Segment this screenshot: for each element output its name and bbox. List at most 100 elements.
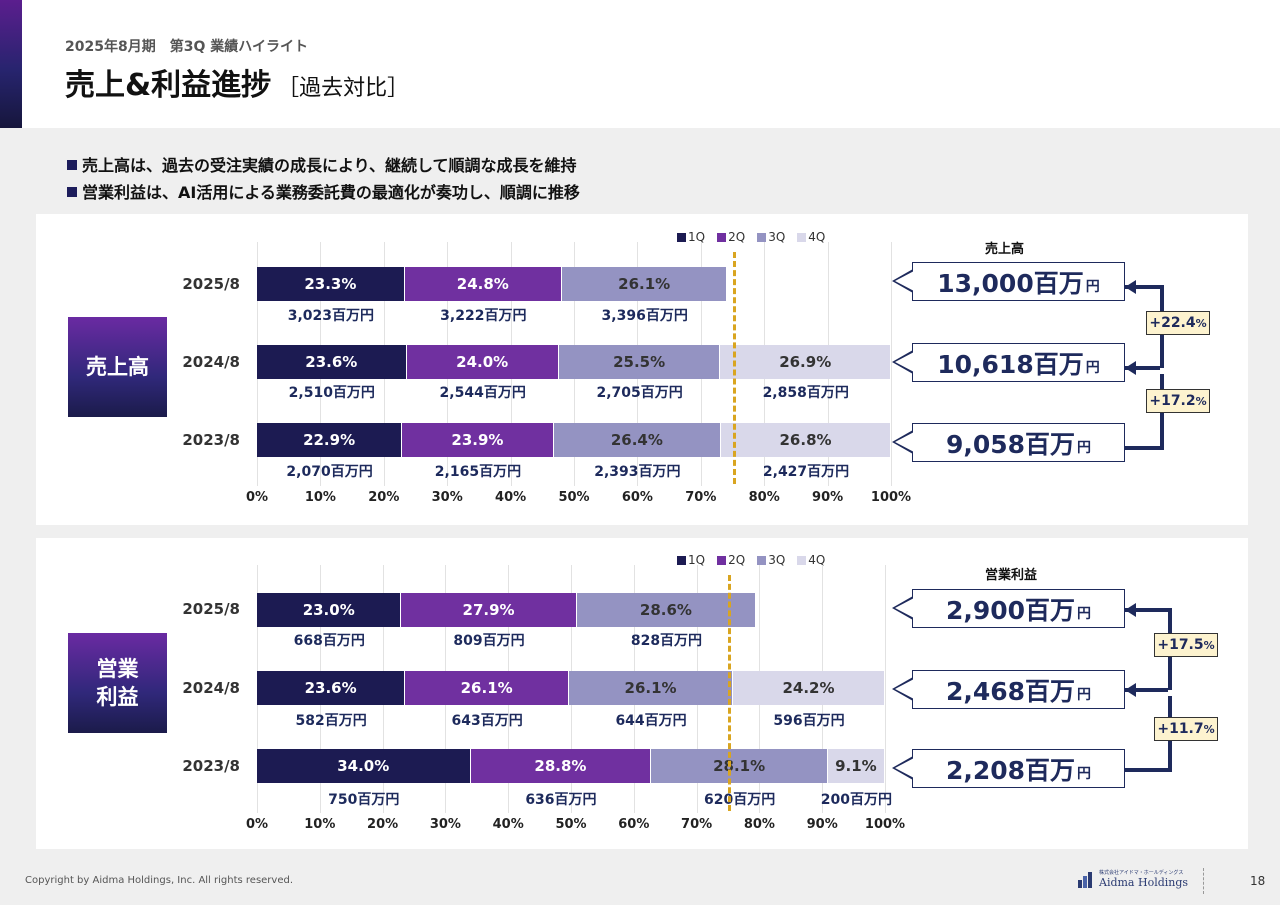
bracket-arm xyxy=(1125,285,1160,289)
slide-title: 売上&利益進捗 ［過去対比］ xyxy=(65,60,409,104)
growth-value: +22.4 xyxy=(1149,315,1196,331)
legend-label: 3Q xyxy=(768,230,786,244)
panel-label: 営業 利益 xyxy=(68,633,167,733)
total-unit: 円 xyxy=(1077,686,1092,703)
legend-swatch xyxy=(797,232,807,242)
segment-amount-label: 3,222百万円 xyxy=(440,308,527,324)
growth-arrowhead xyxy=(1125,603,1136,617)
legend-label: 4Q xyxy=(808,553,826,567)
logo-subtext: 株式会社アイドマ・ホールディングス xyxy=(1099,870,1184,876)
bar-segment: 23.6% xyxy=(257,671,406,705)
bar-segment: 24.2% xyxy=(733,671,885,705)
bar-segment: 24.8% xyxy=(404,267,562,301)
x-tick-label: 50% xyxy=(558,490,590,505)
segment-amount-label: 2,070百万円 xyxy=(286,464,373,480)
legend-label: 1Q xyxy=(688,230,706,244)
segment-amount-label: 3,023百万円 xyxy=(287,308,375,324)
bar-segment: 26.1% xyxy=(405,671,570,705)
total-value: 10,618百万 xyxy=(937,349,1084,379)
legend-label: 4Q xyxy=(808,230,826,244)
bar-segment: 28.8% xyxy=(470,749,652,783)
x-tick-label: 60% xyxy=(618,817,650,832)
callout-pointer-inner xyxy=(895,352,914,372)
segment-amount-label: 636百万円 xyxy=(525,792,597,808)
segment-amount-label: 643百万円 xyxy=(451,713,523,729)
growth-arrowhead xyxy=(1125,361,1136,375)
gridline xyxy=(885,565,886,813)
x-tick-label: 80% xyxy=(743,817,775,832)
annual-total-box: 2,900百万円 xyxy=(912,589,1125,628)
category-label: 2023/8 xyxy=(182,431,240,449)
x-tick-label: 50% xyxy=(555,817,587,832)
header-accent-bar xyxy=(0,0,22,128)
bullet-text: 営業利益は、AI活用による業務委託費の最適化が奏功し、順調に推移 xyxy=(82,183,580,202)
logo-text: Aidma Holdings xyxy=(1099,876,1189,889)
bullet-square-icon xyxy=(67,187,77,197)
legend-swatch xyxy=(757,555,767,565)
bracket-arm xyxy=(1125,608,1168,612)
gridline xyxy=(891,242,892,486)
x-tick-label: 0% xyxy=(245,490,269,505)
growth-value: +17.2 xyxy=(1149,393,1196,409)
segment-amount-label: 750百万円 xyxy=(328,792,400,808)
reference-line-75pct xyxy=(732,252,736,484)
segment-amount-label: 2,393百万円 xyxy=(594,464,681,480)
bar-segment: 23.3% xyxy=(257,267,405,301)
total-value: 2,468百万 xyxy=(945,676,1076,706)
slide-title-text: 売上&利益進捗 xyxy=(65,68,272,103)
x-tick-label: 10% xyxy=(304,817,336,832)
growth-arrowhead xyxy=(1125,683,1136,697)
total-unit: 円 xyxy=(1085,278,1100,295)
bullet-square-icon xyxy=(67,160,77,170)
callout-pointer-inner xyxy=(895,432,914,452)
segment-amount-label: 2,705百万円 xyxy=(596,385,683,401)
company-logo: 株式会社アイドマ・ホールディングス Aidma Holdings xyxy=(1078,869,1188,889)
bar-segment: 26.4% xyxy=(553,423,722,457)
segment-amount-label: 2,427百万円 xyxy=(762,464,850,480)
segment-amount-label: 2,165百万円 xyxy=(434,464,522,480)
annual-total-box: 2,468百万円 xyxy=(912,670,1125,709)
legend-item: 3Q xyxy=(757,553,785,567)
slide-title-bracket: ［過去対比］ xyxy=(277,76,410,101)
total-value: 2,900百万 xyxy=(945,595,1076,625)
segment-amount-label: 644百万円 xyxy=(615,713,687,729)
bracket-arm xyxy=(1125,446,1160,450)
legend-swatch xyxy=(757,232,767,242)
summary-bullets: 売上高は、過去の受注実績の成長により、継続して順調な成長を維持 営業利益は、AI… xyxy=(67,152,580,206)
total-unit: 円 xyxy=(1077,605,1092,622)
x-tick-label: 20% xyxy=(368,490,400,505)
segment-amount-label: 2,858百万円 xyxy=(762,385,849,401)
bullet-text: 売上高は、過去の受注実績の成長により、継続して順調な成長を維持 xyxy=(82,156,577,175)
bar-segment: 26.1% xyxy=(569,671,734,705)
segment-amount-label: 809百万円 xyxy=(453,633,525,649)
bar-segment: 24.0% xyxy=(406,345,559,379)
callout-pointer-inner xyxy=(895,758,914,778)
segment-amount-label: 620百万円 xyxy=(703,792,776,808)
legend-label: 3Q xyxy=(768,553,786,567)
x-tick-label: 100% xyxy=(864,817,906,832)
category-label: 2024/8 xyxy=(182,679,240,697)
growth-unit: % xyxy=(1203,722,1215,736)
logo-bars-icon xyxy=(1078,871,1095,888)
growth-unit: % xyxy=(1203,638,1215,652)
x-tick-label: 30% xyxy=(431,490,463,505)
legend-swatch xyxy=(717,232,727,242)
callout-pointer-inner xyxy=(895,598,914,618)
annual-total-box: 10,618百万円 xyxy=(912,343,1125,382)
footer-copyright: Copyright by Aidma Holdings, Inc. All ri… xyxy=(25,875,294,886)
segment-amount-label: 596百万円 xyxy=(773,713,845,729)
x-tick-label: 100% xyxy=(870,490,912,505)
bar-segment: 28.1% xyxy=(651,749,828,783)
growth-badge: +22.4% xyxy=(1146,311,1210,335)
legend-swatch xyxy=(677,555,686,565)
x-tick-label: 30% xyxy=(429,817,461,832)
legend-swatch xyxy=(717,555,727,565)
legend-item: 3Q xyxy=(757,230,785,244)
bar-segment: 26.9% xyxy=(720,345,891,379)
bar-segment: 23.6% xyxy=(257,345,407,379)
growth-badge: +17.5% xyxy=(1154,633,1218,657)
segment-amount-label: 668百万円 xyxy=(293,633,365,649)
annual-total-box: 9,058百万円 xyxy=(912,423,1125,462)
bullet-item: 売上高は、過去の受注実績の成長により、継続して順調な成長を維持 xyxy=(67,152,580,179)
segment-amount-label: 2,544百万円 xyxy=(439,385,526,401)
